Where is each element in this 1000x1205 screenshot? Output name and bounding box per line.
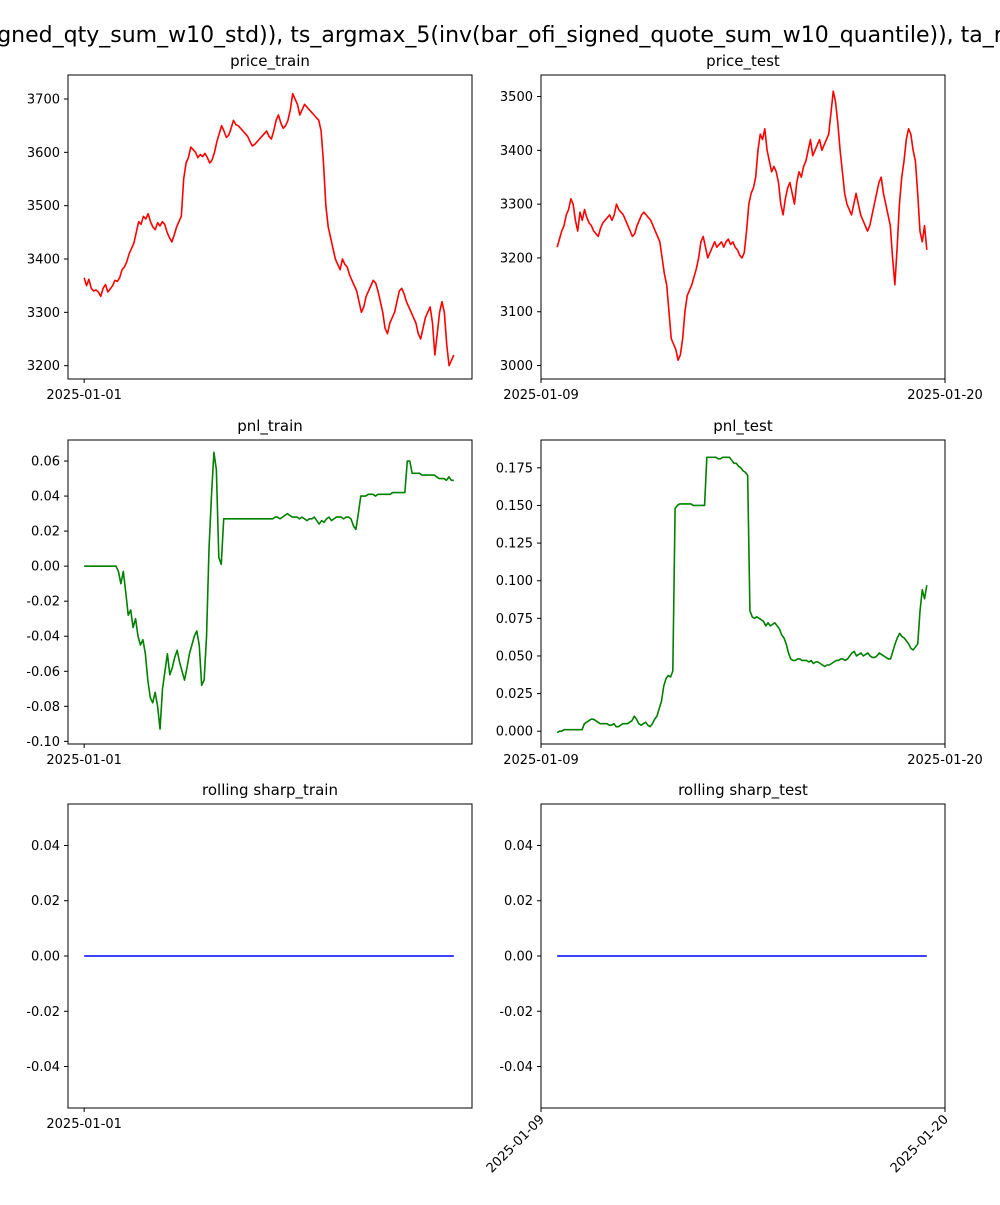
y-tick-label: -0.08 — [26, 700, 60, 715]
y-tick-label: 0.04 — [504, 839, 533, 854]
y-tick-label: 0.04 — [31, 490, 60, 505]
y-tick-label: 3300 — [500, 198, 533, 213]
y-tick-label: 0.125 — [496, 537, 533, 552]
x-tick-label: 2025-01-20 — [907, 388, 983, 403]
y-tick-label: -0.04 — [26, 630, 60, 645]
axes-layer: price_train 3200 3300 3400 3500 3600 3700 2025-… — [26, 52, 982, 1176]
x-tick-label: 2025-01-09 — [503, 753, 579, 768]
figure-suptitle: gned_qty_sum_w10_std)), ts_argmax_5(inv(… — [0, 23, 1000, 48]
axes-frame — [67, 74, 473, 380]
subplot-title: pnl_train — [237, 417, 303, 436]
y-tick-label: -0.04 — [499, 1060, 533, 1075]
subplot-title: price_train — [230, 52, 310, 71]
subplot-title: price_test — [706, 52, 780, 71]
axes-frame — [540, 74, 946, 380]
series-line-price_train — [83, 92, 455, 367]
y-tick-label: 0.00 — [31, 560, 60, 575]
y-tick-label: -0.02 — [26, 1005, 60, 1020]
subplot-pnl_train: pnl_train -0.10 -0.08 -0.06 -0.04 -0.02 0.00 0.… — [26, 417, 473, 768]
x-tick-label: 2025-01-20 — [907, 753, 983, 768]
axes-frame — [67, 439, 473, 745]
y-tick-label: 3200 — [27, 359, 60, 374]
series-line-price_test — [556, 90, 928, 361]
y-tick-label: 3100 — [500, 305, 533, 320]
x-tick-label: 2025-01-01 — [46, 753, 122, 768]
x-tick-label: 2025-01-01 — [46, 1117, 122, 1132]
subplot-rolling_sharp_train: rolling sharp_train -0.04 -0.02 0.00 0.02 0.0… — [26, 781, 473, 1132]
y-tick-label: 0.00 — [504, 950, 533, 965]
y-tick-label: -0.02 — [26, 595, 60, 610]
x-tick-label: 2025-01-09 — [503, 388, 579, 403]
y-tick-label: 3400 — [27, 253, 60, 268]
y-tick-label: 3700 — [27, 93, 60, 108]
y-tick-label: 0.000 — [496, 725, 533, 740]
y-tick-label: 0.00 — [31, 950, 60, 965]
subplot-title: pnl_test — [713, 417, 773, 436]
y-tick-label: -0.04 — [26, 1060, 60, 1075]
y-tick-label: 0.04 — [31, 839, 60, 854]
axes-frame — [540, 439, 946, 745]
y-tick-label: 3200 — [500, 251, 533, 266]
y-tick-label: 0.100 — [496, 574, 533, 589]
y-tick-label: 3400 — [500, 144, 533, 159]
series-line-pnl_test — [556, 456, 928, 734]
subplot-pnl_test: pnl_test 0.000 0.025 0.050 0.075 0.100 0.125 0.… — [496, 417, 983, 768]
y-tick-label: 3600 — [27, 146, 60, 161]
y-tick-label: 3500 — [500, 90, 533, 105]
y-tick-label: 3300 — [27, 306, 60, 321]
subplot-title: rolling sharp_train — [202, 781, 338, 800]
subplot-price_test: price_test 3000 3100 3200 3300 3400 3500 2025-0… — [500, 52, 983, 403]
subplot-title: rolling sharp_test — [678, 781, 808, 800]
y-tick-label: 0.02 — [504, 894, 533, 909]
y-tick-label: -0.06 — [26, 665, 60, 680]
y-tick-label: 0.06 — [31, 455, 60, 470]
y-tick-label: 0.150 — [496, 499, 533, 514]
y-tick-label: 0.175 — [496, 461, 533, 476]
x-tick-label: 2025-01-01 — [46, 388, 122, 403]
y-tick-label: -0.02 — [499, 1005, 533, 1020]
y-tick-label: -0.10 — [26, 735, 60, 750]
subplot-price_train: price_train 3200 3300 3400 3500 3600 3700 2025-… — [27, 52, 473, 403]
series-line-pnl_train — [84, 451, 454, 730]
subplot-rolling_sharp_test: rolling sharp_test -0.04 -0.02 0.00 0.02 0.04… — [484, 781, 952, 1176]
y-tick-label: 0.050 — [496, 649, 533, 664]
y-tick-label: 3000 — [500, 359, 533, 374]
y-tick-label: 3500 — [27, 199, 60, 214]
y-tick-label: 0.02 — [31, 525, 60, 540]
y-tick-label: 0.02 — [31, 894, 60, 909]
y-tick-label: 0.025 — [496, 687, 533, 702]
y-tick-label: 0.075 — [496, 612, 533, 627]
